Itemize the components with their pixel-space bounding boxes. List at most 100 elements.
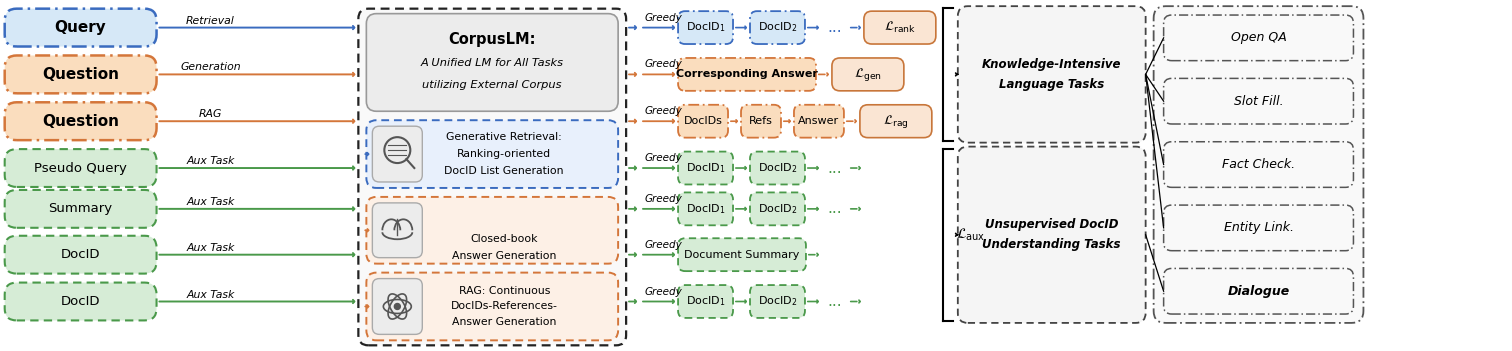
- Text: Refs: Refs: [748, 116, 773, 126]
- Text: Greedy: Greedy: [644, 240, 682, 250]
- Text: ...: ...: [827, 201, 842, 216]
- Text: Unsupervised DocID: Unsupervised DocID: [984, 218, 1119, 231]
- Text: DocID$_1$: DocID$_1$: [686, 161, 726, 175]
- Text: Knowledge-Intensive: Knowledge-Intensive: [981, 58, 1122, 71]
- FancyBboxPatch shape: [957, 147, 1146, 323]
- FancyBboxPatch shape: [750, 11, 804, 44]
- Circle shape: [395, 304, 401, 310]
- FancyBboxPatch shape: [366, 120, 618, 188]
- Text: Document Summary: Document Summary: [685, 250, 800, 260]
- Text: Generative Retrieval:: Generative Retrieval:: [446, 132, 562, 142]
- Text: Pseudo Query: Pseudo Query: [35, 161, 127, 174]
- Text: DocID List Generation: DocID List Generation: [445, 166, 564, 176]
- FancyBboxPatch shape: [794, 105, 844, 138]
- FancyBboxPatch shape: [750, 152, 804, 185]
- FancyBboxPatch shape: [957, 6, 1146, 143]
- Text: Aux Task: Aux Task: [186, 197, 234, 207]
- Text: A Unified LM for All Tasks: A Unified LM for All Tasks: [420, 59, 564, 68]
- Text: DocID$_2$: DocID$_2$: [758, 21, 797, 34]
- Text: DocIDs-References-: DocIDs-References-: [451, 302, 558, 311]
- Text: Understanding Tasks: Understanding Tasks: [983, 238, 1120, 251]
- Text: Greedy: Greedy: [644, 194, 682, 204]
- FancyBboxPatch shape: [358, 9, 626, 345]
- Text: ...: ...: [827, 160, 842, 176]
- FancyBboxPatch shape: [366, 273, 618, 340]
- FancyBboxPatch shape: [1164, 15, 1353, 61]
- Text: Language Tasks: Language Tasks: [999, 78, 1104, 91]
- Text: DocID$_1$: DocID$_1$: [686, 202, 726, 216]
- Text: DocID$_2$: DocID$_2$: [758, 294, 797, 309]
- FancyBboxPatch shape: [5, 283, 157, 320]
- Text: Aux Task: Aux Task: [186, 243, 234, 253]
- FancyBboxPatch shape: [5, 55, 157, 93]
- Text: RAG: Continuous: RAG: Continuous: [458, 286, 550, 296]
- Text: Query: Query: [54, 20, 106, 35]
- FancyBboxPatch shape: [5, 102, 157, 140]
- Text: DocID: DocID: [60, 248, 100, 261]
- Text: Greedy: Greedy: [644, 286, 682, 297]
- Text: Entity Link.: Entity Link.: [1223, 221, 1294, 234]
- FancyBboxPatch shape: [5, 190, 157, 228]
- Text: Answer Generation: Answer Generation: [452, 317, 556, 327]
- Text: Fact Check.: Fact Check.: [1222, 158, 1296, 171]
- FancyBboxPatch shape: [372, 279, 422, 335]
- Text: Question: Question: [42, 114, 119, 129]
- FancyBboxPatch shape: [372, 126, 422, 182]
- FancyBboxPatch shape: [1164, 205, 1353, 251]
- FancyBboxPatch shape: [1164, 78, 1353, 124]
- Text: DocIDs: DocIDs: [683, 116, 723, 126]
- Text: Generation: Generation: [180, 62, 240, 72]
- Text: $\mathcal{L}_{\rm aux}$: $\mathcal{L}_{\rm aux}$: [956, 226, 986, 243]
- Text: DocID$_1$: DocID$_1$: [686, 21, 726, 34]
- Text: Aux Task: Aux Task: [186, 156, 234, 166]
- Text: $\mathcal{L}_{\rm gen}$: $\mathcal{L}_{\rm gen}$: [854, 66, 881, 83]
- Text: Greedy: Greedy: [644, 13, 682, 22]
- Text: DocID: DocID: [60, 295, 100, 308]
- FancyBboxPatch shape: [677, 152, 733, 185]
- Text: Dialogue: Dialogue: [1228, 285, 1290, 298]
- Text: utilizing External Corpus: utilizing External Corpus: [422, 80, 562, 90]
- FancyBboxPatch shape: [863, 11, 936, 44]
- FancyBboxPatch shape: [832, 58, 904, 91]
- FancyBboxPatch shape: [677, 285, 733, 318]
- Text: Answer: Answer: [798, 116, 839, 126]
- Text: CorpusLM:: CorpusLM:: [449, 32, 535, 47]
- Text: Answer Generation: Answer Generation: [452, 251, 556, 261]
- Text: Greedy: Greedy: [644, 106, 682, 116]
- FancyBboxPatch shape: [366, 14, 618, 111]
- Text: Greedy: Greedy: [644, 153, 682, 163]
- Text: Slot Fill.: Slot Fill.: [1234, 95, 1284, 108]
- FancyBboxPatch shape: [750, 285, 804, 318]
- Text: ...: ...: [827, 294, 842, 309]
- FancyBboxPatch shape: [860, 105, 931, 138]
- Text: Aux Task: Aux Task: [186, 290, 234, 299]
- Text: Open QA: Open QA: [1231, 31, 1287, 44]
- Text: DocID$_2$: DocID$_2$: [758, 202, 797, 216]
- Text: RAG: RAG: [198, 109, 222, 119]
- Text: Question: Question: [42, 67, 119, 82]
- FancyBboxPatch shape: [677, 238, 806, 271]
- Text: $\mathcal{L}_{\rm rag}$: $\mathcal{L}_{\rm rag}$: [883, 113, 909, 130]
- Text: Greedy: Greedy: [644, 59, 682, 69]
- Text: $\mathcal{L}_{\rm rank}$: $\mathcal{L}_{\rm rank}$: [885, 20, 916, 35]
- Text: Retrieval: Retrieval: [186, 15, 234, 26]
- FancyBboxPatch shape: [741, 105, 782, 138]
- Text: Summary: Summary: [48, 203, 113, 216]
- FancyBboxPatch shape: [1164, 269, 1353, 314]
- FancyBboxPatch shape: [5, 236, 157, 274]
- Text: DocID$_1$: DocID$_1$: [686, 294, 726, 309]
- FancyBboxPatch shape: [372, 203, 422, 258]
- FancyBboxPatch shape: [677, 11, 733, 44]
- FancyBboxPatch shape: [677, 105, 727, 138]
- FancyBboxPatch shape: [1164, 142, 1353, 187]
- Text: Ranking-oriented: Ranking-oriented: [457, 149, 552, 159]
- FancyBboxPatch shape: [5, 9, 157, 47]
- FancyBboxPatch shape: [5, 149, 157, 187]
- Text: Closed-book: Closed-book: [470, 234, 538, 244]
- FancyBboxPatch shape: [366, 197, 618, 264]
- Text: Corresponding Answer: Corresponding Answer: [676, 69, 818, 79]
- Text: DocID$_2$: DocID$_2$: [758, 161, 797, 175]
- FancyBboxPatch shape: [677, 192, 733, 225]
- Text: ...: ...: [827, 20, 842, 35]
- FancyBboxPatch shape: [677, 58, 816, 91]
